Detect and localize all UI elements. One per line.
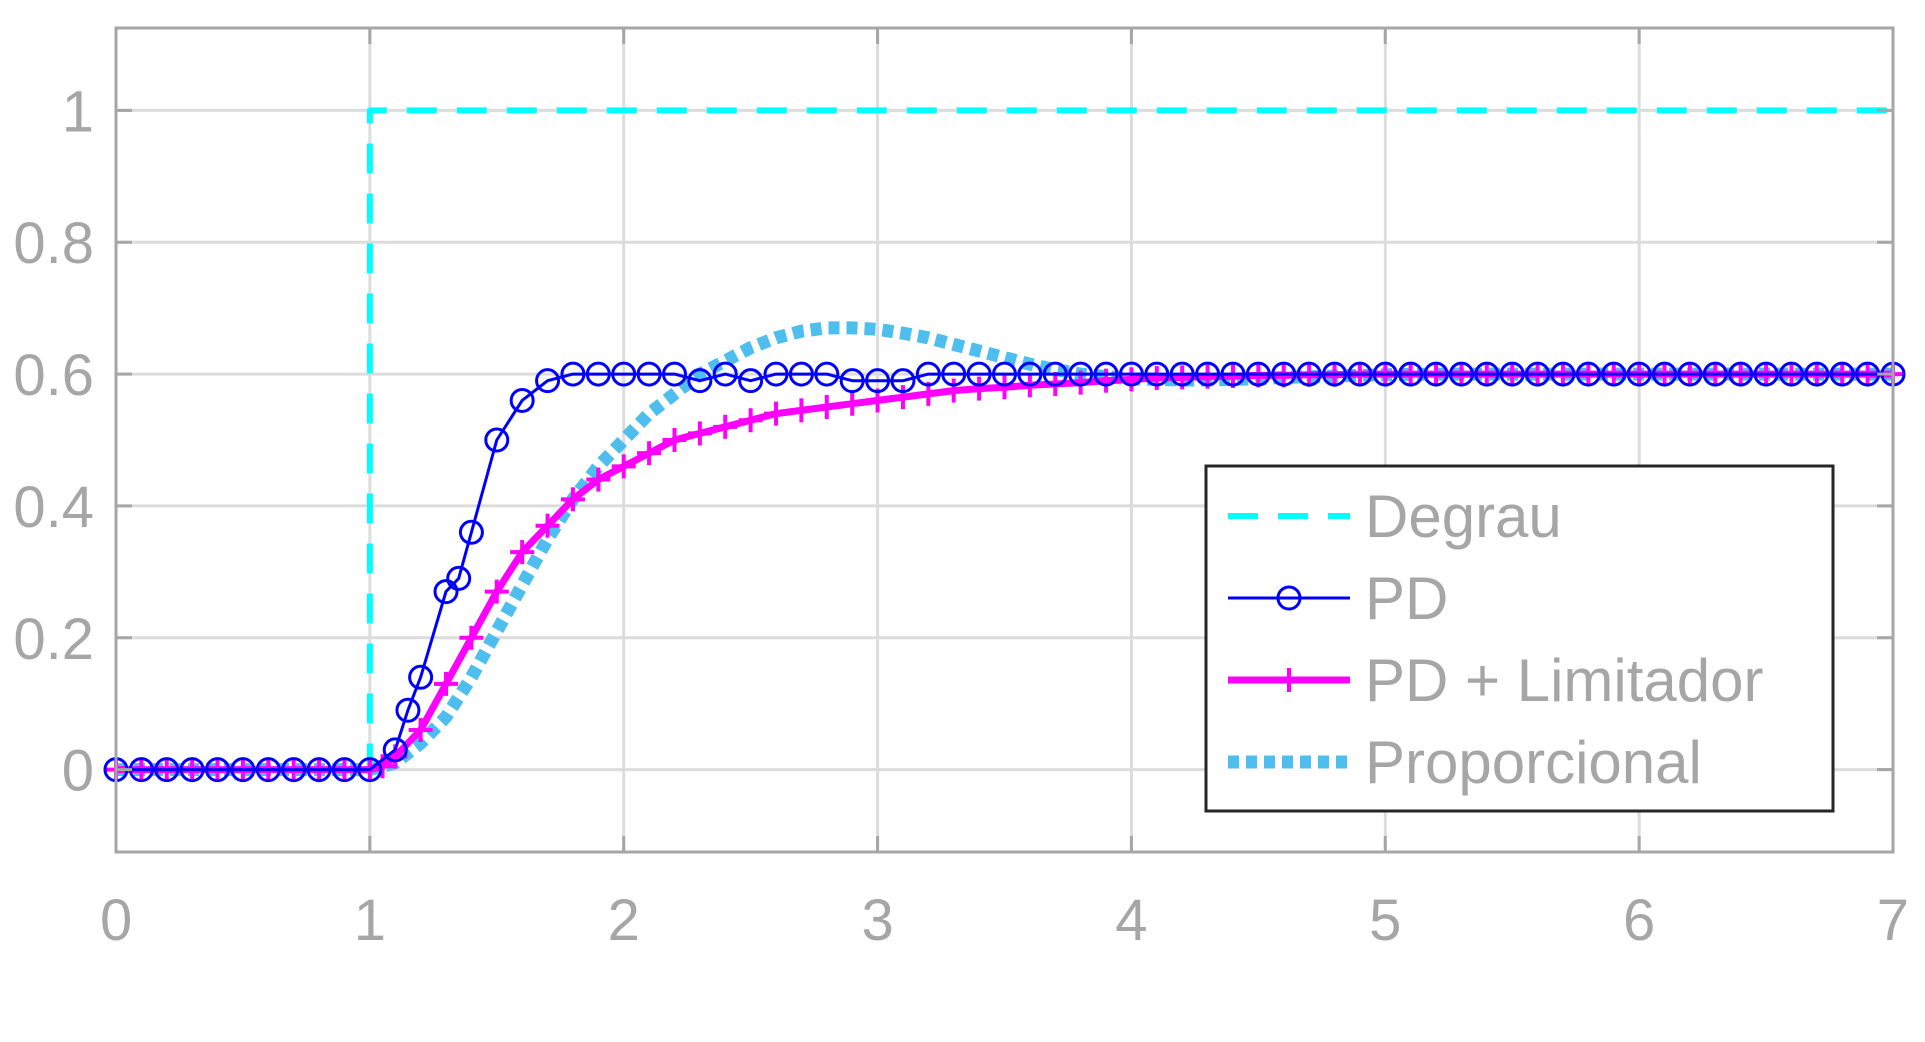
legend-label-degrau: Degrau — [1365, 483, 1562, 550]
series-marker-pd — [395, 697, 421, 723]
series-marker-pd — [382, 737, 408, 763]
series-marker-pd — [788, 361, 814, 387]
series-marker-pd — [1093, 361, 1119, 387]
series-marker-pd — [763, 361, 789, 387]
series-marker-pd — [230, 757, 256, 783]
x-tick-label: 6 — [1623, 888, 1655, 953]
series-marker-pd — [1169, 361, 1195, 387]
series-marker-pd — [1601, 361, 1627, 387]
series-marker-pd — [331, 757, 357, 783]
y-tick-label: 1 — [62, 79, 94, 144]
series-marker-pd — [484, 427, 510, 453]
series-marker-pd — [535, 368, 561, 394]
series-marker-pd — [890, 368, 916, 394]
series-marker-pd — [306, 757, 332, 783]
series-marker-pd — [814, 361, 840, 387]
series-marker-pd — [738, 368, 764, 394]
x-tick-label: 2 — [608, 888, 640, 953]
series-marker-pd — [1677, 361, 1703, 387]
series-marker-pd — [1296, 361, 1322, 387]
x-tick-label: 7 — [1877, 888, 1909, 953]
series-marker-pd — [712, 361, 738, 387]
series-marker-pd — [205, 757, 231, 783]
x-tick-label: 1 — [354, 888, 386, 953]
legend-entry-proporcional: Proporcional — [1228, 729, 1702, 796]
series-marker-pd — [1042, 361, 1068, 387]
series-marker-pd — [1804, 361, 1830, 387]
y-tick-label: 0.4 — [13, 475, 94, 540]
series-marker-pd — [941, 361, 967, 387]
series-marker-pd — [966, 361, 992, 387]
series-marker-pd — [1118, 361, 1144, 387]
legend-entry-pd-limitador: PD + Limitador — [1228, 647, 1764, 714]
series-marker-pd — [1347, 361, 1373, 387]
series-marker-pd — [915, 361, 941, 387]
series-marker-pd — [560, 361, 586, 387]
legend-entry-degrau: Degrau — [1228, 483, 1562, 550]
axis-ticks: 0 1 2 3 4 5 6 7 0 0.2 0.4 0.6 0.8 1 — [13, 28, 1909, 953]
series-marker-pd — [1753, 361, 1779, 387]
legend-label-proporcional: Proporcional — [1365, 729, 1702, 796]
legend-marker-pd — [1276, 585, 1302, 611]
series-marker-pd — [255, 757, 281, 783]
x-tick-label: 3 — [861, 888, 893, 953]
series-marker-pd — [408, 664, 434, 690]
y-tick-label: 0.2 — [13, 607, 94, 672]
series-marker-pd — [1448, 361, 1474, 387]
series-line-1 — [116, 372, 1893, 772]
y-tick-label: 0.8 — [13, 211, 94, 276]
plot-frame — [114, 26, 1895, 854]
series-marker-pd — [281, 757, 307, 783]
x-tick-label: 4 — [1115, 888, 1147, 953]
series-marker-pd — [1626, 361, 1652, 387]
series-marker-pd — [1271, 361, 1297, 387]
series-marker-pd — [1575, 361, 1601, 387]
series-marker-pd — [839, 368, 865, 394]
series-marker-pd — [1068, 361, 1094, 387]
series-marker-pd — [865, 368, 891, 394]
series-marker-pd — [1525, 361, 1551, 387]
series-marker-pd — [1829, 361, 1855, 387]
series-marker-pd — [687, 368, 713, 394]
series-marker-pd — [1144, 361, 1170, 387]
series-marker-pd — [1220, 361, 1246, 387]
series-marker-pd — [1195, 361, 1221, 387]
series-marker-pd — [1550, 361, 1576, 387]
series-marker-pd — [154, 757, 180, 783]
series-marker-pd — [1423, 361, 1449, 387]
series-marker-pd — [357, 757, 383, 783]
legend-entry-pd: PD — [1228, 565, 1448, 632]
series-layer — [103, 107, 1906, 783]
series-marker-pd — [992, 361, 1017, 387]
series-marker-pd — [433, 579, 459, 605]
x-tick-label: 0 — [100, 888, 132, 953]
series-marker-pd — [1017, 361, 1043, 387]
series-marker-pd — [509, 387, 535, 413]
series-marker-pd — [179, 757, 205, 783]
legend-label-pd: PD — [1365, 565, 1448, 632]
series-marker-pd — [1652, 361, 1678, 387]
y-tick-label: 0 — [62, 739, 94, 804]
y-tick-label: 0.6 — [13, 343, 94, 408]
series-marker-pd — [1398, 361, 1424, 387]
x-tick-label: 5 — [1369, 888, 1401, 953]
series-marker-pd — [1499, 361, 1525, 387]
legend-label-pd-limitador: PD + Limitador — [1365, 647, 1764, 714]
legend-box — [1204, 464, 1835, 813]
series-marker-pd — [611, 361, 637, 387]
series-marker-pd — [1372, 361, 1398, 387]
series-marker-pd — [1728, 361, 1754, 387]
series-marker-pd — [1474, 361, 1500, 387]
series-marker-pd — [636, 361, 662, 387]
series-marker-pd — [458, 519, 484, 545]
legend: Degrau PD PD + Limitador Proporcional — [1204, 464, 1835, 813]
series-marker-pd — [661, 361, 687, 387]
series-marker-pd — [585, 361, 611, 387]
series-marker-pd — [446, 565, 472, 591]
series-marker-pd — [1322, 361, 1348, 387]
series-marker-pd — [1778, 361, 1804, 387]
series-marker-pd — [1702, 361, 1728, 387]
series-marker-pd — [1245, 361, 1271, 387]
